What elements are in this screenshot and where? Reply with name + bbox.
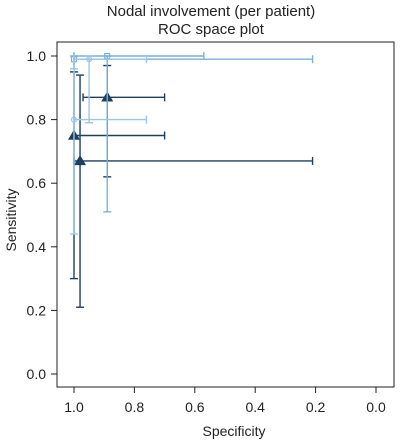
x-tick-label: 0.0: [366, 399, 386, 415]
x-axis-label: Specificity: [202, 423, 265, 439]
data-point-circle: [70, 116, 78, 123]
y-tick-label: 0.2: [27, 302, 47, 318]
chart-title-line-2: ROC space plot: [158, 21, 265, 38]
data-series-layer: [68, 52, 314, 308]
y-tick-label: 1.0: [27, 48, 47, 64]
y-axis-label: Sensitivity: [3, 188, 19, 251]
x-tick-label: 1.0: [64, 399, 84, 415]
y-tick-label: 0.6: [27, 175, 47, 191]
y-tick-label: 0.8: [27, 112, 47, 128]
series-square: [70, 52, 314, 213]
x-axis-ticks: 1.0 0.8 0.6 0.4 0.2 0.0: [64, 387, 386, 415]
y-axis-ticks: 0.0 0.2 0.4 0.6 0.8 1.0: [27, 48, 57, 382]
y-tick-label: 0.4: [27, 239, 47, 255]
series-circle: [70, 55, 148, 235]
x-tick-label: 0.2: [306, 399, 326, 415]
series-triangle: [68, 64, 314, 308]
x-tick-label: 0.8: [125, 399, 145, 415]
plot-area-frame: [56, 41, 395, 388]
x-tick-label: 0.4: [245, 399, 265, 415]
y-tick-label: 0.0: [27, 366, 47, 382]
chart-title-line-1: Nodal involvement (per patient): [107, 3, 315, 20]
data-point-circle: [85, 56, 93, 63]
data-point-triangle: [74, 154, 87, 166]
x-tick-label: 0.6: [185, 399, 205, 415]
